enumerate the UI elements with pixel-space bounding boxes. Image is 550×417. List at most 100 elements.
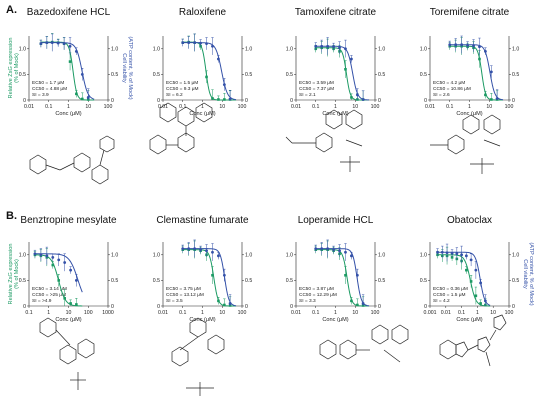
fit-curve-expression — [40, 41, 95, 101]
data-point-viability — [39, 42, 43, 46]
data-point-viability — [464, 254, 468, 258]
data-point-viability — [495, 97, 499, 100]
data-point-viability — [74, 279, 78, 282]
y-tick-label-right: 1.0 — [378, 47, 385, 53]
y-tick-label-right: 1.0 — [111, 47, 118, 53]
y-tick-label-left: 0.5 — [420, 72, 427, 78]
data-point-viability — [355, 273, 359, 277]
y-axis-label-right-line2: (ATP content, % of Mock) — [528, 242, 534, 305]
data-point-expression — [69, 302, 72, 305]
data-point-viability — [320, 44, 324, 48]
data-point-viability — [314, 247, 318, 251]
y-tick-label-right: 1.0 — [245, 47, 252, 53]
y-tick-label-right: 0 — [512, 304, 515, 310]
data-point-viability — [68, 44, 72, 48]
fit-curve-viability — [315, 248, 370, 307]
data-point-expression — [75, 92, 78, 96]
x-tick-label: 0.1 — [312, 310, 319, 316]
y-tick-label-left: 0.5 — [286, 72, 293, 78]
data-point-viability — [217, 57, 220, 61]
stat-line: SI = >4.9 — [32, 298, 52, 304]
chart-title: Bazedoxifene HCL — [27, 7, 111, 18]
y-tick-label-right: 0.5 — [512, 72, 519, 78]
stat-line: EC50 = 3.59 μM — [299, 80, 334, 86]
stat-line: SI = 4.2 — [433, 298, 450, 304]
x-tick-label: 0.1 — [25, 310, 32, 316]
data-point-viability — [454, 43, 458, 47]
x-axis-label: Conc (μM) — [322, 111, 348, 117]
x-tick-label: 0.01 — [24, 104, 34, 110]
y-tick-label-right: 0 — [378, 304, 381, 310]
y-tick-label-left: 0 — [290, 304, 293, 310]
chart-title: Clemastine fumarate — [156, 215, 249, 226]
x-tick-label: 10 — [490, 310, 496, 316]
data-point-viability — [344, 47, 347, 51]
structure-loperamide — [319, 324, 409, 363]
data-point-expression — [490, 98, 493, 101]
x-tick-label: 0.1 — [179, 104, 186, 110]
stat-line: CC50 = 10.86 μM — [433, 86, 471, 92]
x-tick-label: 100 — [371, 310, 380, 316]
y-tick-label-right: 1.0 — [378, 253, 385, 259]
data-point-viability — [69, 268, 73, 272]
data-point-viability — [222, 273, 226, 277]
data-point-viability — [350, 254, 353, 258]
x-axis-label: Conc (μM) — [322, 317, 348, 323]
data-point-viability — [455, 252, 459, 256]
x-tick-label: 0.01 — [291, 310, 301, 316]
data-point-viability — [320, 247, 324, 251]
stat-line: EC50 = 3.75 μM — [166, 286, 201, 292]
y-tick-label-left: 0 — [157, 304, 160, 310]
data-point-expression — [450, 256, 454, 259]
x-tick-label: 1000 — [102, 310, 114, 316]
data-point-viability — [479, 281, 483, 285]
y-tick-label-right: 0.5 — [378, 72, 385, 78]
y-tick-label-right: 0.5 — [245, 72, 252, 78]
chart-title: Tamoxifene citrate — [295, 7, 377, 18]
y-tick-label-left: 1.0 — [420, 253, 427, 259]
chart-title: Raloxifene — [179, 7, 227, 18]
data-point-viability — [205, 42, 208, 46]
data-point-viability — [217, 254, 220, 258]
y-axis-label-right: Cell viability — [121, 53, 127, 83]
data-point-expression — [344, 273, 347, 277]
data-point-viability — [445, 251, 449, 255]
structure-tamoxifen — [285, 109, 363, 172]
fit-curve-viability — [182, 42, 237, 101]
data-point-expression — [217, 299, 220, 303]
stat-line: EC50 = 3.87 μM — [299, 286, 334, 292]
y-tick-label-left: 1.0 — [286, 47, 293, 53]
fit-curve-viability — [40, 42, 95, 100]
y-tick-label-right: 0 — [111, 304, 114, 310]
y-tick-label-right: 0.5 — [512, 278, 519, 284]
stat-line: SI = 3.5 — [166, 298, 183, 304]
x-tick-label: 0.001 — [424, 310, 437, 316]
data-point-viability — [199, 41, 202, 45]
data-point-expression — [211, 273, 214, 277]
x-tick-label: 1 — [334, 310, 337, 316]
x-tick-label: 10 — [85, 104, 91, 110]
x-axis-label: Conc (μM) — [55, 111, 81, 117]
x-tick-label: 0.01 — [291, 104, 301, 110]
y-tick-label-left: 0.5 — [153, 278, 160, 284]
data-point-expression — [350, 299, 353, 303]
data-point-expression — [51, 263, 55, 267]
data-point-viability — [80, 73, 84, 76]
x-tick-label: 1 — [67, 104, 70, 110]
x-tick-label: 0.1 — [312, 104, 319, 110]
data-point-viability — [355, 93, 359, 97]
data-point-viability — [33, 252, 37, 256]
y-tick-label-left: 0.5 — [420, 278, 427, 284]
x-tick-label: 0.1 — [45, 104, 52, 110]
data-point-expression — [57, 279, 61, 282]
data-point-viability — [74, 49, 78, 53]
fit-curve-viability — [449, 44, 504, 101]
stat-line: CC50 = 4.88 μM — [32, 86, 67, 92]
y-tick-label-left: 0.5 — [19, 72, 26, 78]
data-point-expression — [356, 303, 359, 307]
x-tick-label: 10 — [219, 310, 225, 316]
y-axis-label-left-line2: (% of Mock) — [14, 259, 20, 289]
x-axis-label: Conc (μM) — [456, 111, 482, 117]
